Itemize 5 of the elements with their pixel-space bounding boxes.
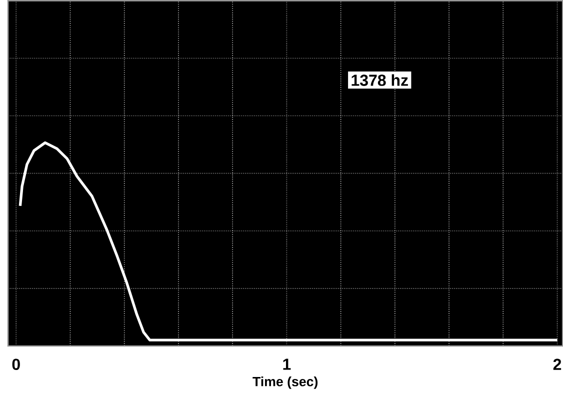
x-tick-label: 1 xyxy=(283,358,291,370)
x-tick-label: 0 xyxy=(12,358,20,370)
x-tick-label: 2 xyxy=(553,358,562,370)
x-axis-title: Time (sec) xyxy=(252,376,318,389)
text: 1378 hz xyxy=(352,74,408,86)
